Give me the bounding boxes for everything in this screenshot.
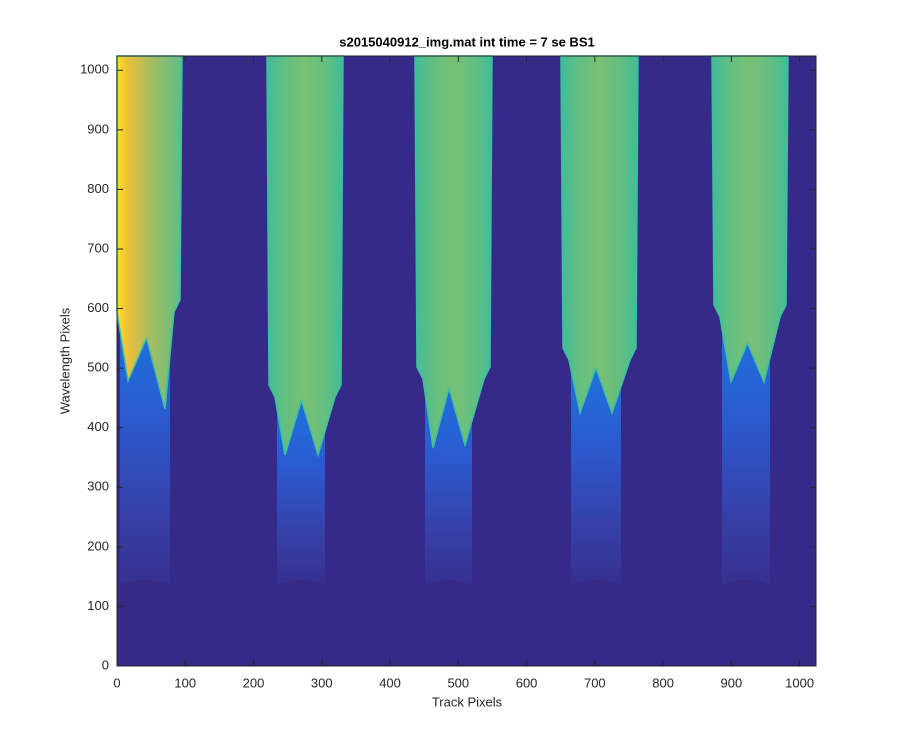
image-tracks bbox=[116, 55, 789, 585]
x-tick-label: 900 bbox=[721, 675, 743, 690]
x-tick-label: 0 bbox=[113, 675, 120, 690]
y-tick-label: 900 bbox=[87, 121, 109, 136]
x-tick-label: 600 bbox=[516, 675, 538, 690]
x-tick-label: 200 bbox=[243, 675, 265, 690]
x-tick-label: 100 bbox=[174, 675, 196, 690]
y-tick-label: 200 bbox=[87, 538, 109, 553]
track-saturated bbox=[414, 55, 493, 449]
track-saturated bbox=[711, 55, 789, 385]
axes-box bbox=[116, 55, 817, 667]
y-tick-label: 0 bbox=[102, 657, 109, 672]
y-axis-label: Wavelength Pixels bbox=[57, 307, 72, 414]
y-tick-label: 100 bbox=[87, 598, 109, 613]
x-tick-label: 400 bbox=[379, 675, 401, 690]
y-tick-label: 700 bbox=[87, 240, 109, 255]
track-saturated bbox=[266, 55, 344, 458]
track-body bbox=[571, 348, 621, 585]
chart-title: s2015040912_img.mat int time = 7 se BS1 bbox=[339, 34, 594, 49]
y-tick-label: 400 bbox=[87, 419, 109, 434]
y-tick-label: 300 bbox=[87, 479, 109, 494]
y-tick-label: 800 bbox=[87, 181, 109, 196]
track-saturated bbox=[560, 55, 639, 416]
x-tick-label: 1000 bbox=[785, 675, 814, 690]
y-tick-label: 500 bbox=[87, 360, 109, 375]
x-tick-label: 300 bbox=[311, 675, 333, 690]
x-axis-label: Track Pixels bbox=[432, 694, 503, 709]
y-tick-label: 1000 bbox=[80, 62, 109, 77]
x-tick-label: 700 bbox=[584, 675, 606, 690]
y-tick-label: 600 bbox=[87, 300, 109, 315]
x-tick-label: 800 bbox=[652, 675, 674, 690]
x-tick-label: 500 bbox=[447, 675, 469, 690]
